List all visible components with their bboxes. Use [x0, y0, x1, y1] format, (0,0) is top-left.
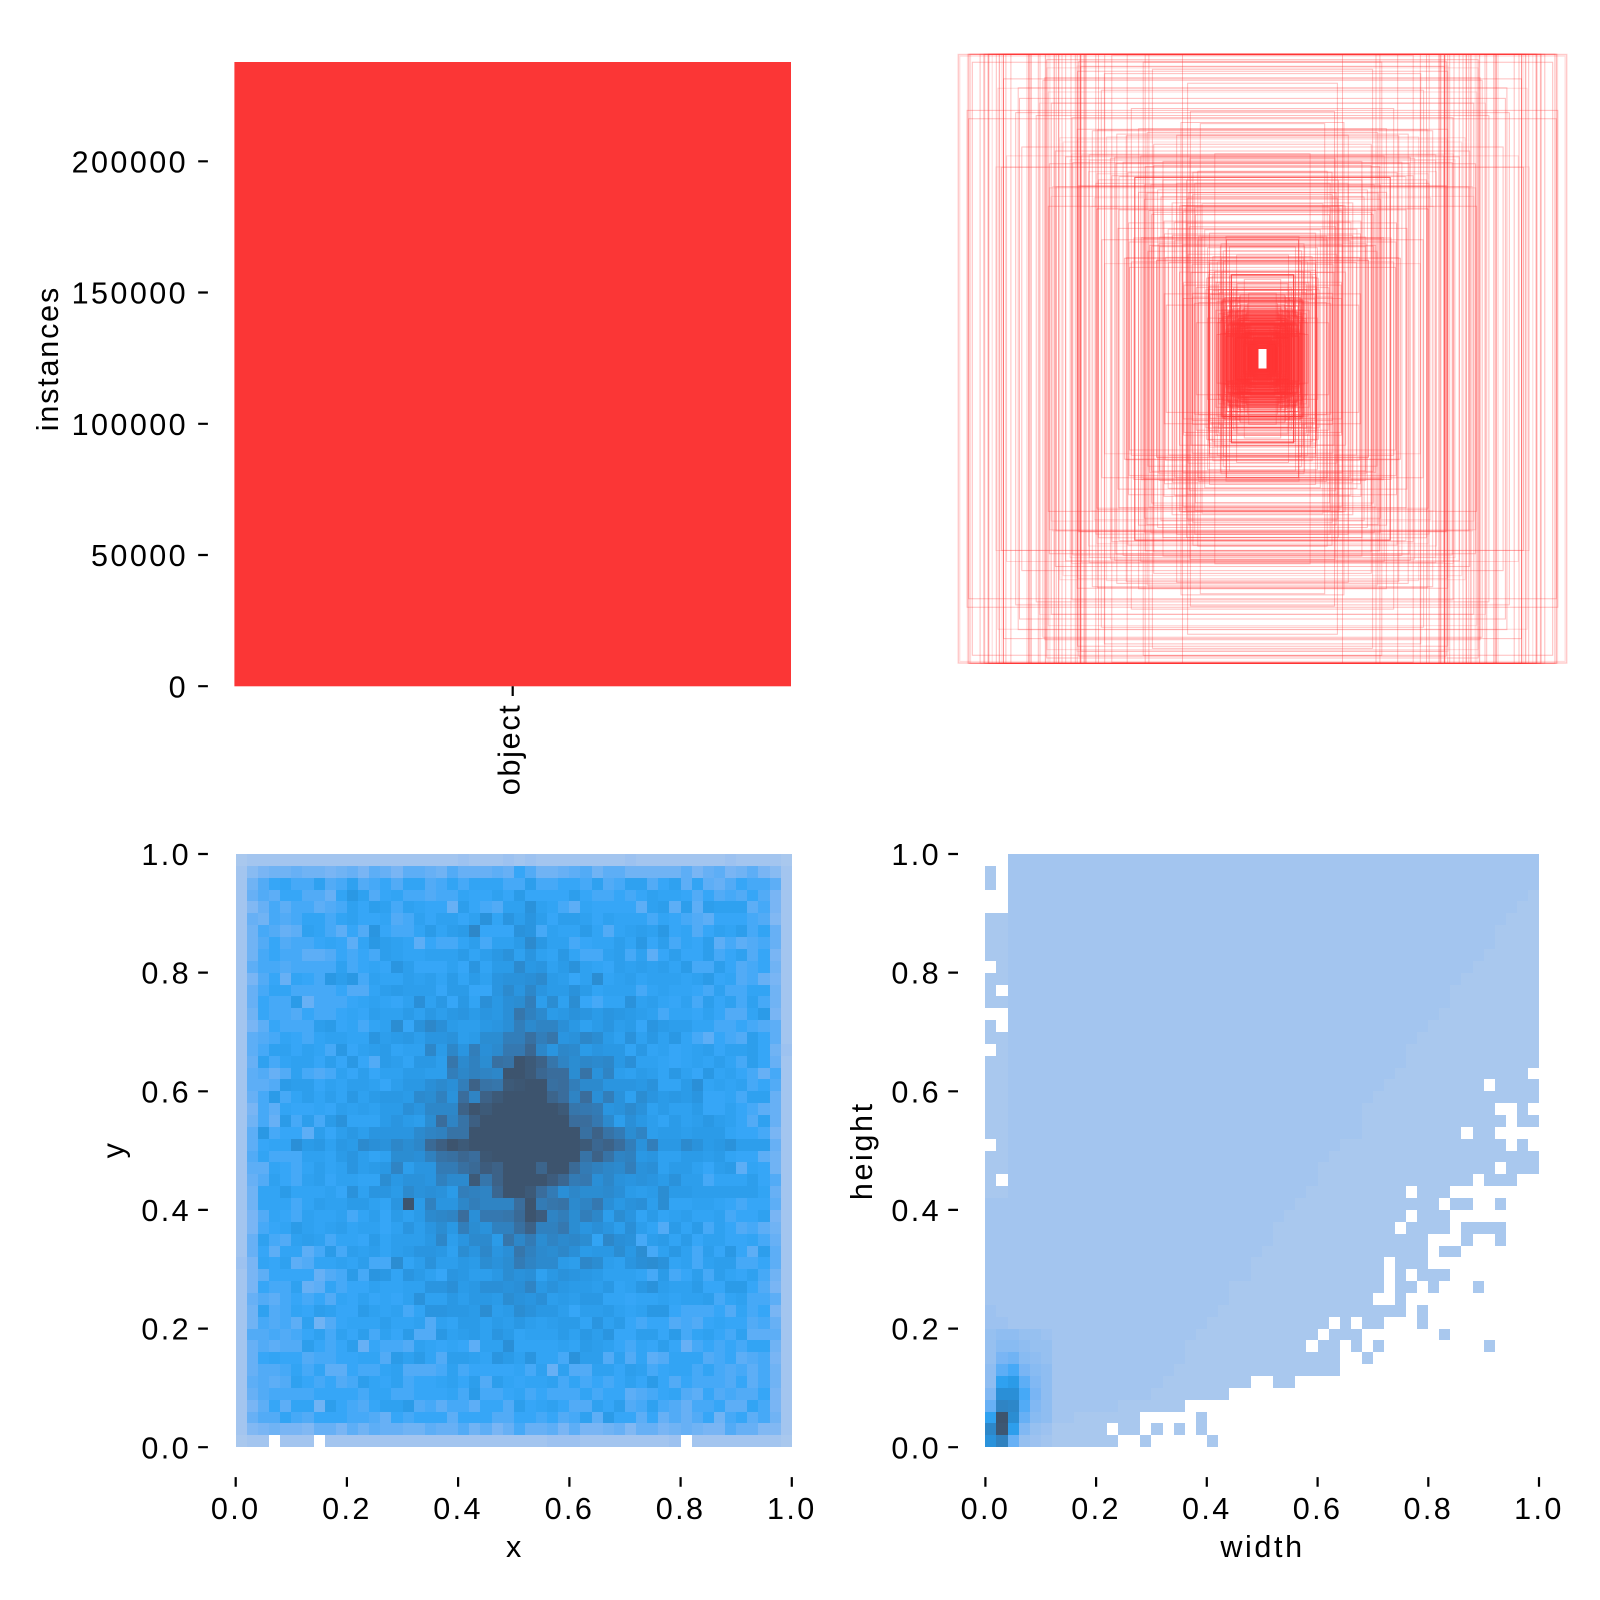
svg-text:0.6: 0.6 — [891, 1075, 941, 1109]
svg-text:50000: 50000 — [91, 539, 188, 573]
svg-text:0.2: 0.2 — [141, 1313, 191, 1347]
svg-text:1.0: 1.0 — [891, 838, 941, 872]
svg-text:1.0: 1.0 — [1514, 1492, 1564, 1526]
svg-text:200000: 200000 — [72, 145, 188, 179]
svg-text:0.8: 0.8 — [141, 957, 191, 991]
svg-text:0.0: 0.0 — [211, 1492, 261, 1526]
svg-text:0: 0 — [169, 670, 188, 704]
svg-text:0.8: 0.8 — [656, 1492, 706, 1526]
svg-text:0.4: 0.4 — [433, 1492, 483, 1526]
svg-text:object: object — [493, 704, 527, 796]
svg-text:0.4: 0.4 — [141, 1194, 191, 1228]
svg-text:0.6: 0.6 — [1293, 1492, 1343, 1526]
svg-text:0.0: 0.0 — [141, 1431, 191, 1465]
svg-text:0.6: 0.6 — [141, 1075, 191, 1109]
svg-text:0.4: 0.4 — [1182, 1492, 1232, 1526]
svg-text:1.0: 1.0 — [767, 1492, 817, 1526]
svg-text:instances: instances — [31, 286, 65, 431]
svg-text:0.2: 0.2 — [1071, 1492, 1121, 1526]
svg-text:y: y — [97, 1142, 131, 1158]
svg-text:0.8: 0.8 — [891, 957, 941, 991]
svg-text:1.0: 1.0 — [141, 838, 191, 872]
svg-text:width: width — [1219, 1530, 1304, 1564]
svg-text:0.6: 0.6 — [545, 1492, 595, 1526]
svg-text:150000: 150000 — [72, 277, 188, 311]
svg-text:0.4: 0.4 — [891, 1194, 941, 1228]
svg-text:0.8: 0.8 — [1403, 1492, 1453, 1526]
svg-text:height: height — [845, 1101, 879, 1200]
svg-text:0.0: 0.0 — [961, 1492, 1011, 1526]
svg-text:0.0: 0.0 — [891, 1431, 941, 1465]
svg-text:0.2: 0.2 — [322, 1492, 372, 1526]
svg-text:x: x — [506, 1530, 521, 1564]
svg-text:100000: 100000 — [72, 408, 188, 442]
svg-text:0.2: 0.2 — [891, 1313, 941, 1347]
